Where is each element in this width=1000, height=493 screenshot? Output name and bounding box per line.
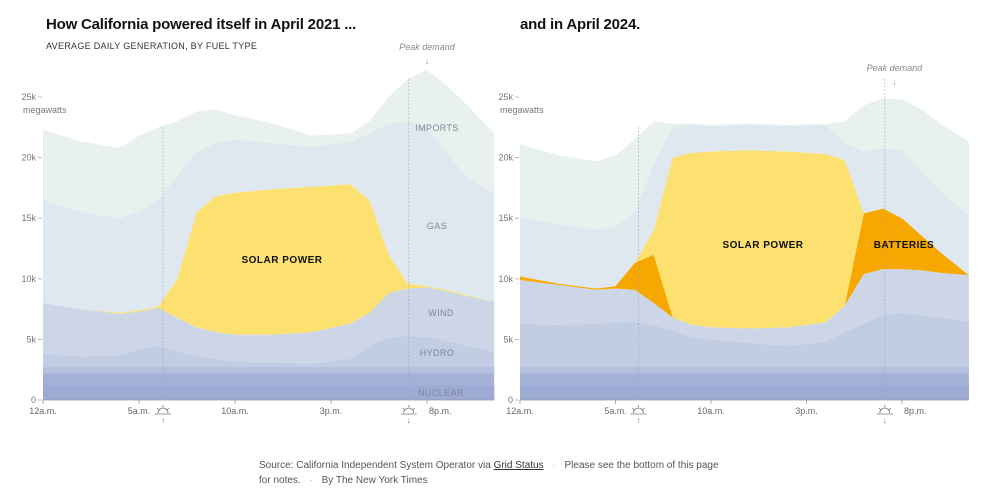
grid-status-link[interactable]: Grid Status: [493, 460, 544, 471]
series-label-imports: IMPORTS: [415, 123, 459, 133]
peak-demand-arrow-icon: ↓: [892, 77, 897, 87]
y-tick-label: 10k: [498, 274, 513, 284]
peak-demand-arrow-icon: ↓: [425, 56, 430, 66]
byline: By The New York Times: [321, 475, 428, 486]
series-label-wind: WIND: [428, 308, 454, 318]
series-label-hydro: HYDRO: [420, 348, 455, 358]
area-imports: [520, 98, 969, 230]
other-band: [43, 367, 495, 374]
area-wind: [520, 269, 969, 346]
y-tick-label: 25k: [21, 92, 36, 102]
chart-0: 0 5k 10k 15k 20k 25k megawatts 12a.m. 5a.m. 10a.m…: [21, 42, 495, 425]
chart-title-2021: How California powered itself in April 2…: [46, 16, 357, 33]
area-gas: [520, 124, 969, 289]
chart-subtitle: AVERAGE DAILY GENERATION, BY FUEL TYPE: [46, 41, 258, 51]
y-tick-label: 25k: [498, 92, 513, 102]
x-tick-label: 3p.m.: [795, 406, 818, 416]
y-tick-label: 5k: [503, 334, 513, 344]
y-tick-label: 0: [508, 395, 513, 405]
x-tick-label: 5a.m.: [604, 406, 627, 416]
x-tick-label: 3p.m.: [320, 406, 343, 416]
y-tick-label: 15k: [21, 213, 36, 223]
nuclear-band-dark: [520, 385, 969, 400]
peak-demand-label: Peak demand: [867, 63, 924, 73]
notes-text: Please see the bottom of this page for n…: [259, 460, 719, 486]
y-tick-label: 15k: [498, 213, 513, 223]
other-band: [520, 367, 969, 374]
series-label-nuclear: NUCLEAR: [418, 388, 464, 398]
sunset-arrow-icon: ↓: [407, 416, 411, 425]
area-hydro: [520, 312, 969, 374]
x-tick-label: 8p.m.: [429, 406, 452, 416]
area-imports: [43, 70, 495, 219]
sunset-icon: [400, 405, 417, 415]
y-axis-label: megawatts: [23, 105, 67, 115]
area-solar: [43, 184, 495, 335]
area-hydro: [43, 335, 495, 374]
x-tick-label: 10a.m.: [221, 406, 249, 416]
chart-title-2024: and in April 2024.: [520, 16, 641, 33]
area-solar: [520, 150, 969, 329]
x-tick-label: 12a.m.: [506, 406, 534, 416]
sunrise-icon: [155, 405, 171, 415]
x-tick-label: 5a.m.: [128, 406, 151, 416]
y-tick-label: 20k: [498, 153, 513, 163]
x-tick-label: 8p.m.: [904, 406, 927, 416]
peak-demand-label: Peak demand: [399, 42, 456, 52]
sunrise-icon: [630, 405, 647, 415]
chart-1: 0 5k 10k 15k 20k 25k megawatts 12a.m. 5a.m. 10a.m…: [498, 63, 969, 425]
y-tick-label: 20k: [21, 153, 36, 163]
y-axis-label: megawatts: [500, 105, 544, 115]
series-label-batteries: BATTERIES: [874, 240, 934, 251]
area-batteries: [520, 208, 969, 329]
y-tick-label: 10k: [21, 274, 36, 284]
series-label-gas: GAS: [427, 221, 447, 231]
area-gas: [43, 121, 495, 313]
y-tick-label: 5k: [26, 334, 36, 344]
source-note: Source: California Independent System Op…: [259, 460, 719, 486]
sunrise-arrow-icon: ↑: [636, 416, 640, 425]
nuclear-band-dark: [43, 385, 495, 400]
series-label-solar: SOLAR POWER: [241, 255, 322, 266]
series-label-solar: SOLAR POWER: [722, 240, 803, 251]
y-tick-label: 0: [31, 395, 36, 405]
x-tick-label: 12a.m.: [29, 406, 57, 416]
source-text: Source: California Independent System Op…: [259, 460, 491, 471]
sunrise-arrow-icon: ↑: [161, 416, 165, 425]
x-tick-label: 10a.m.: [697, 406, 725, 416]
area-wind: [43, 287, 495, 364]
sunset-arrow-icon: ↓: [883, 416, 887, 425]
sunset-icon: [876, 405, 893, 415]
